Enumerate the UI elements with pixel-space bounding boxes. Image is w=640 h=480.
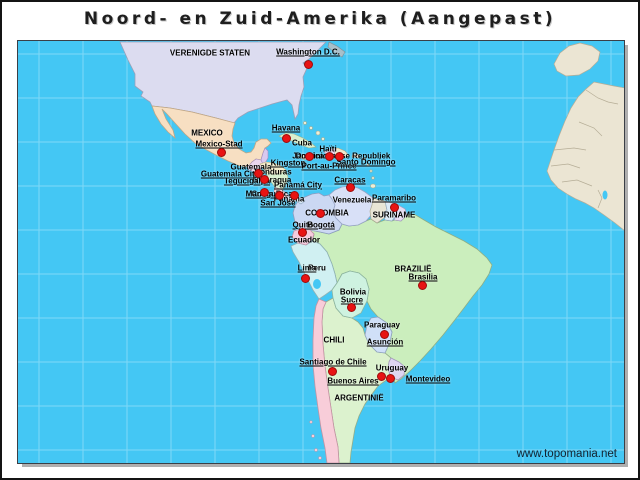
city-dot-brasilia[interactable] — [417, 280, 427, 290]
city-dot-panama-city[interactable] — [289, 190, 299, 200]
country-shape-chili — [312, 298, 340, 463]
country-shape-frans-guyana — [393, 204, 408, 222]
city-dot-tegucigalpa[interactable] — [259, 174, 269, 184]
country-label-honduras: Honduras — [254, 167, 292, 177]
city-dot-buenos-aires[interactable] — [376, 371, 386, 381]
country-label-argentinie: ARGENTINIË — [334, 393, 384, 403]
city-dot-port-au-prince[interactable] — [324, 151, 334, 161]
city-label-paramaribo: Paramaribo — [371, 193, 417, 203]
country-shape-paraguay — [364, 316, 393, 354]
country-shape-bolivia — [331, 270, 370, 319]
map-geography — [18, 41, 624, 463]
city-dot-washington-dc[interactable] — [303, 59, 313, 69]
city-label-tegucigalpa: Tegucigalpa — [223, 176, 271, 186]
city-dot-montevideo[interactable] — [385, 373, 395, 383]
nova-scotia-landmass — [327, 41, 346, 58]
country-label-bolivia: Bolivia — [339, 287, 367, 297]
bahamas-islands — [303, 121, 325, 141]
country-label-chili: CHILI — [323, 335, 345, 345]
country-label-colombia: COLOMBIA — [305, 208, 349, 218]
city-label-brasilia: Brasilia — [408, 272, 438, 282]
city-label-quito: Quito — [292, 220, 314, 230]
city-dot-paramaribo[interactable] — [389, 202, 399, 212]
city-dot-managua[interactable] — [259, 187, 269, 197]
page-title: Noord- en Zuid-Amerika (Aangepast) — [83, 9, 557, 29]
city-label-santiago-de-chile: Santiago de Chile — [299, 357, 367, 367]
country-label-uruguay: Uruguay — [375, 363, 409, 373]
city-label-bogota: Bogotá — [307, 220, 335, 230]
city-label-kingston: Kingston — [270, 158, 306, 168]
country-label-mexico: MEXICO — [191, 128, 223, 138]
country-shape-guyana — [369, 197, 388, 224]
country-label-haiti: Haïti — [319, 144, 337, 154]
city-dot-guatemala-city[interactable] — [253, 168, 263, 178]
city-dot-sucre[interactable] — [346, 302, 356, 312]
city-label-asuncion: Asunción — [366, 337, 404, 347]
city-label-lima: Lima — [297, 263, 317, 273]
city-dot-kingston[interactable] — [304, 151, 314, 161]
country-label-nicaragua: Nicaragua — [252, 175, 292, 185]
country-label-paraguay: Paraguay — [363, 320, 401, 330]
city-label-port-au-prince: Port-au-Prince — [301, 161, 357, 171]
city-dot-bogota[interactable] — [315, 208, 325, 218]
country-label-peru: Peru — [308, 263, 326, 273]
country-label-brazilie: BRAZILIË — [394, 264, 432, 274]
country-label-suriname: SURINAME — [372, 210, 416, 220]
city-dot-lima[interactable] — [300, 273, 310, 283]
city-label-guatemala-city: Guatemala City — [200, 169, 260, 179]
country-label-costa-rica: Costa Rica — [251, 189, 293, 199]
city-dot-havana[interactable] — [281, 133, 291, 143]
city-label-mexico-stad: Mexico-Stad — [195, 139, 243, 149]
city-dot-san-jose[interactable] — [274, 190, 284, 200]
city-label-santo-domingo: Santo Domingo — [336, 157, 396, 167]
city-dot-caracas[interactable] — [345, 182, 355, 192]
puerto-rico-island — [351, 153, 361, 159]
watermark: www.topomania.net — [516, 448, 617, 460]
city-dot-santiago-de-chile[interactable] — [327, 366, 337, 376]
city-label-sucre: Sucre — [340, 295, 364, 305]
city-label-washington-dc: Washington D.C. — [276, 47, 340, 57]
country-label-cuba: Cuba — [292, 138, 312, 148]
city-dot-mexico-stad[interactable] — [216, 147, 226, 157]
city-label-havana: Havana — [271, 123, 301, 133]
country-label-panama: Panama — [273, 194, 305, 204]
country-label-venezuela: Venezuela — [332, 195, 372, 205]
city-label-buenos-aires: Buenos Aires — [327, 376, 379, 386]
city-dot-santo-domingo[interactable] — [334, 151, 344, 161]
country-label-verenigde-staten: VERENIGDE STATEN — [169, 48, 251, 58]
country-shape-nicaragua — [265, 170, 289, 191]
country-label-guatemala: Guatemala — [230, 162, 272, 172]
city-dot-quito[interactable] — [297, 227, 307, 237]
country-label-ecuador: Ecuador — [287, 235, 321, 245]
chile-fjord-islands — [309, 420, 322, 460]
city-label-caracas: Caracas — [334, 175, 366, 185]
country-shape-honduras — [259, 161, 287, 176]
lake-titicaca — [313, 279, 321, 289]
city-label-montevideo: Montevideo — [405, 374, 451, 384]
city-label-panama-city: Panamá City — [273, 180, 323, 190]
africa-iberia-landmass — [546, 42, 624, 231]
lesser-antilles-islands — [362, 157, 376, 189]
map-canvas[interactable]: VERENIGDE STATEN MEXICO Guatemala Honduras N… — [17, 40, 625, 464]
city-label-san-jose: San José — [260, 198, 296, 208]
city-dot-asuncion[interactable] — [379, 329, 389, 339]
